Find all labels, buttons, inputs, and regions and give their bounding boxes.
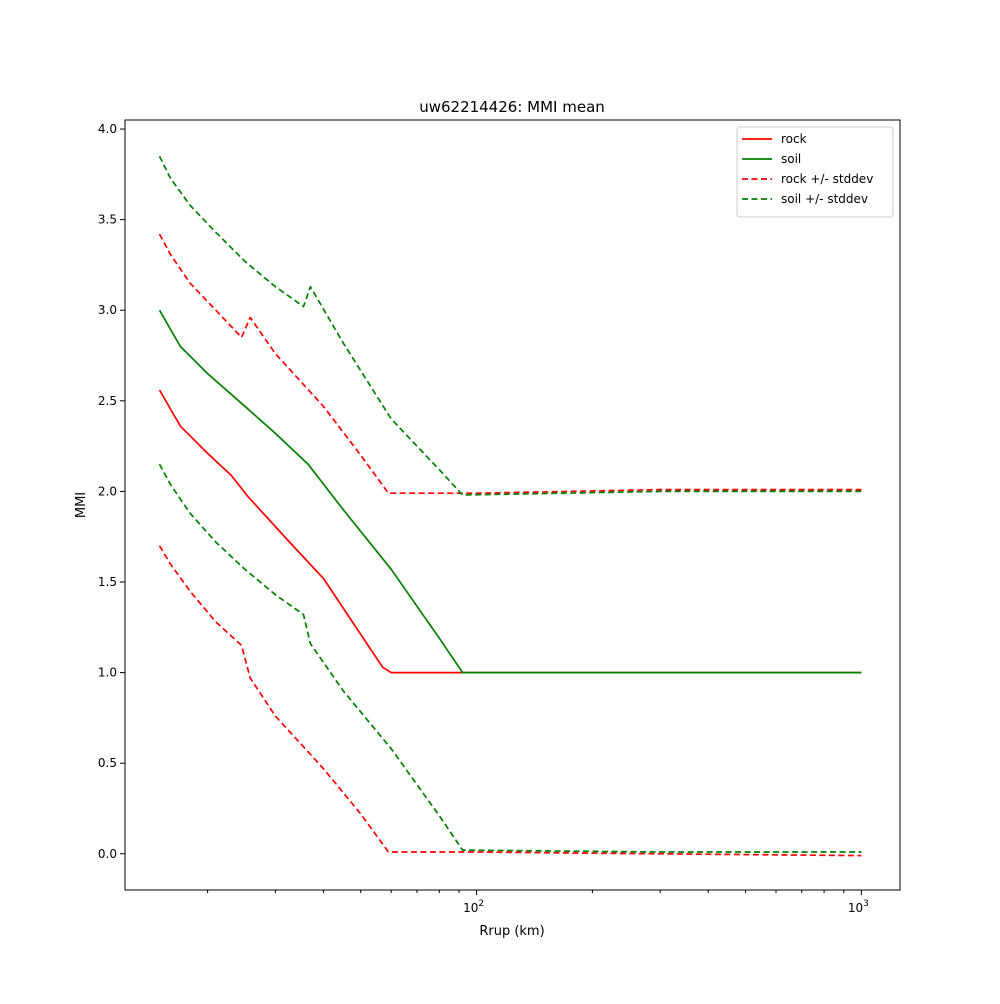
series-line-0 <box>158 389 862 674</box>
y-tick-label: 0.5 <box>98 756 117 770</box>
series-line-4 <box>158 155 862 496</box>
legend: rock soil rock +/- stddev soil +/- stddev <box>736 126 894 218</box>
legend-label: rock +/- stddev <box>781 172 873 186</box>
x-tick-exponent: 2 <box>478 899 484 909</box>
x-tick-base: 10 <box>848 901 863 915</box>
y-tick-label: 2.0 <box>98 484 117 498</box>
legend-box <box>736 126 894 218</box>
x-tick-base: 10 <box>463 901 478 915</box>
y-tick-label: 1.0 <box>98 666 117 680</box>
series-line-5 <box>158 463 862 853</box>
plot-area-frame <box>124 119 901 891</box>
series-layer <box>158 155 862 857</box>
series-line-1 <box>158 309 862 674</box>
y-tick-label: 0.0 <box>98 847 117 861</box>
legend-label: soil <box>781 152 801 166</box>
legend-label: rock <box>781 132 807 146</box>
legend-label: soil +/- stddev <box>781 192 868 206</box>
x-tick-exponent: 3 <box>863 899 869 909</box>
x-axis-label: Rrup (km) <box>479 924 544 939</box>
x-tick-label: 102 <box>463 899 484 915</box>
y-tick-label: 3.5 <box>98 213 117 227</box>
y-axis-label: MMI <box>74 492 89 518</box>
y-tick-label: 3.0 <box>98 303 117 317</box>
series-line-3 <box>158 545 862 857</box>
y-tick-label: 4.0 <box>98 122 117 136</box>
chart-title: uw62214426: MMI mean <box>419 98 605 116</box>
x-tick-label: 103 <box>848 899 869 915</box>
y-tick-label: 2.5 <box>98 394 117 408</box>
series-line-2 <box>158 233 862 495</box>
y-tick-label: 1.5 <box>98 575 117 589</box>
